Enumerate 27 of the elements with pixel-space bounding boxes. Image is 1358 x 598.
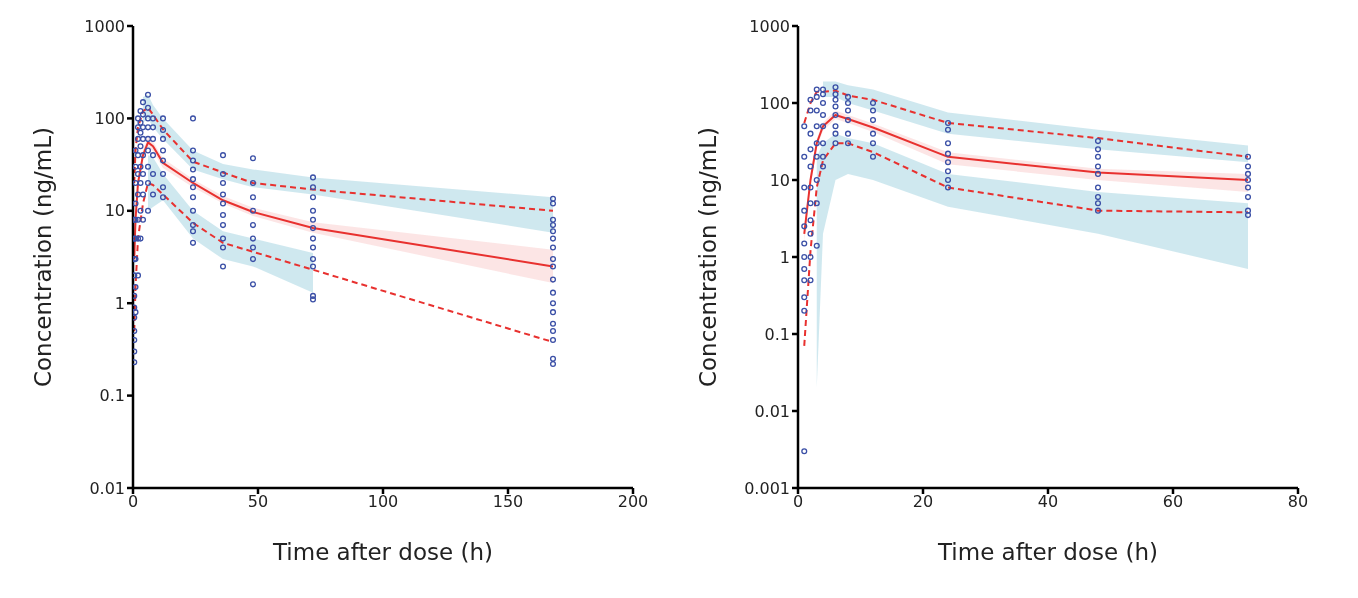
x-axis-title: Time after dose (h) — [272, 539, 493, 565]
y-tick-label: 1 — [779, 247, 790, 267]
y-tick-label: 1 — [114, 293, 125, 313]
x-tick-label: 150 — [492, 492, 524, 512]
x-tick-label: 0 — [127, 492, 139, 512]
y-tick-label: 100 — [94, 109, 125, 129]
x-tick-label: 60 — [1162, 492, 1184, 512]
y-tick-label: 10 — [104, 201, 125, 221]
y-tick-label: 0.01 — [754, 401, 790, 421]
y-tick-label: 1000 — [749, 16, 790, 36]
x-tick-label: 50 — [247, 492, 269, 512]
y-tick-label: 0.1 — [99, 386, 125, 406]
y-tick-label: 0.01 — [89, 478, 125, 498]
y-tick-label: 0.1 — [764, 324, 790, 344]
x-tick-label: 20 — [912, 492, 934, 512]
x-axis-title: Time after dose (h) — [937, 539, 1158, 565]
y-tick-label: 1000 — [84, 16, 125, 36]
y-axis-title: Concentration (ng/mL) — [30, 126, 57, 388]
x-tick-label: 40 — [1037, 492, 1059, 512]
x-tick-label: 200 — [617, 492, 649, 512]
x-tick-label: 80 — [1287, 492, 1309, 512]
y-tick-label: 0.001 — [744, 478, 790, 498]
y-tick-label: 100 — [759, 93, 790, 113]
x-tick-label: 0 — [792, 492, 804, 512]
y-axis-title: Concentration (ng/mL) — [695, 126, 722, 388]
x-tick-label: 100 — [367, 492, 399, 512]
y-tick-label: 10 — [769, 170, 790, 190]
